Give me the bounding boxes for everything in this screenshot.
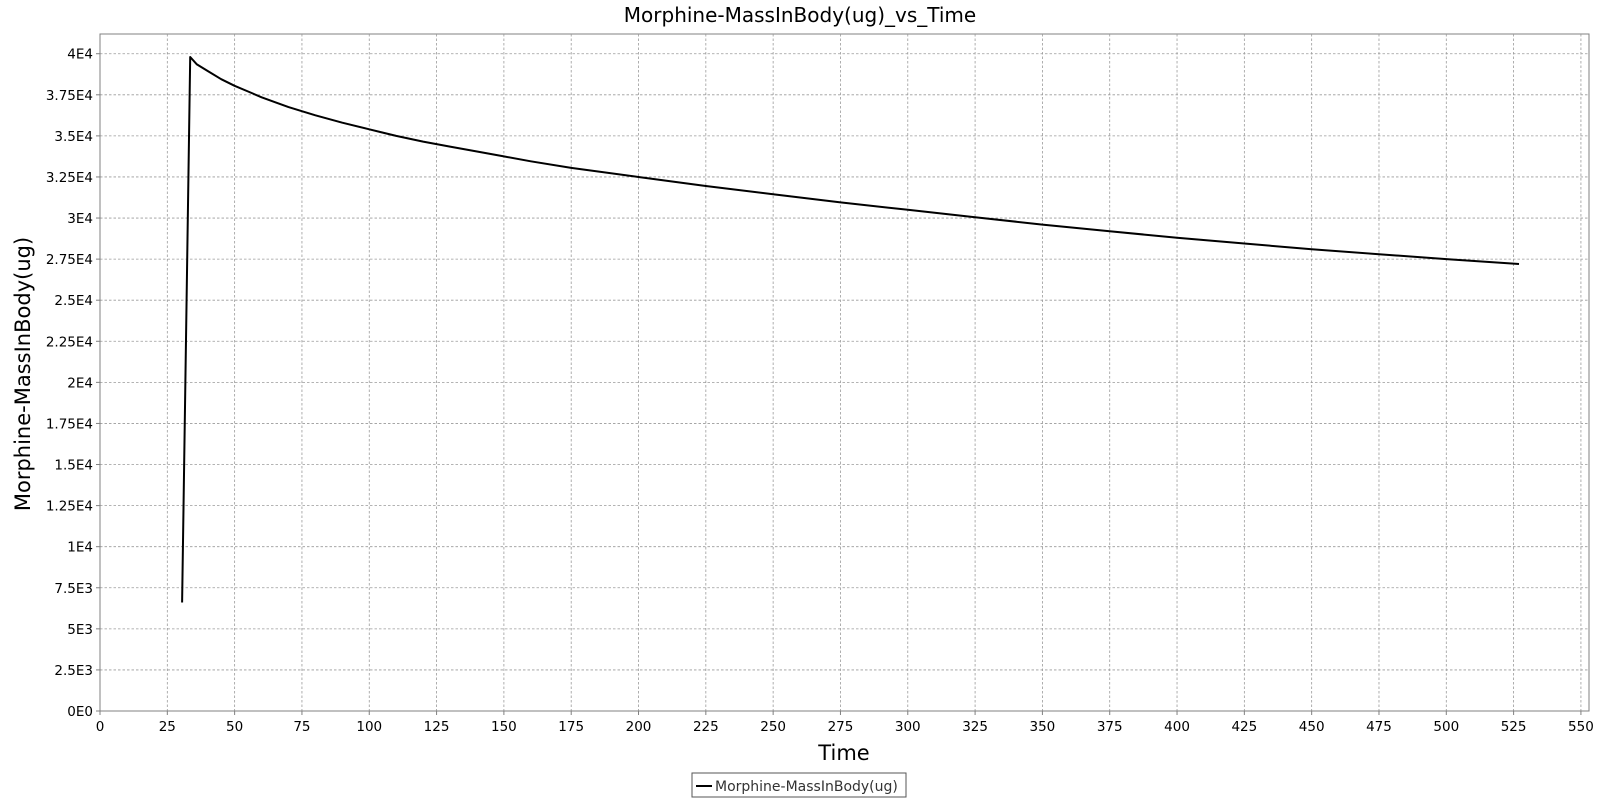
y-tick-label: 4E4 <box>67 47 93 63</box>
y-tick-label: 0E0 <box>67 704 93 720</box>
x-tick-label: 350 <box>1030 719 1056 735</box>
y-tick-label: 3E4 <box>67 211 93 227</box>
plot-area <box>99 33 1590 712</box>
y-tick-label: 1.75E4 <box>46 416 93 432</box>
y-tick-label: 2E4 <box>67 375 93 391</box>
x-tick-label: 400 <box>1164 719 1190 735</box>
x-tick-label: 250 <box>760 719 786 735</box>
y-tick-label: 7.5E3 <box>54 581 93 597</box>
x-axis-label: Time <box>817 741 869 765</box>
y-axis-ticks: 0E0 2.5E3 5E3 7.5E3 1E4 1.25E4 1.5E4 1.75E4 2E4 2… <box>46 47 100 720</box>
legend-item-label: Morphine-MassInBody(ug) <box>715 779 898 795</box>
x-tick-label: 525 <box>1501 719 1527 735</box>
x-tick-label: 500 <box>1433 719 1459 735</box>
x-axis-ticks: 0 25 50 75 100 125 150 175 200 225 250 275 300 325 350… <box>96 711 1594 735</box>
x-tick-label: 325 <box>962 719 988 735</box>
x-tick-label: 125 <box>424 719 450 735</box>
x-tick-label: 275 <box>828 719 854 735</box>
x-tick-label: 25 <box>159 719 176 735</box>
x-tick-label: 175 <box>558 719 584 735</box>
chart-title: Morphine-MassInBody(ug)_vs_Time <box>624 3 976 27</box>
x-tick-label: 50 <box>226 719 243 735</box>
x-tick-label: 150 <box>491 719 517 735</box>
series-line <box>181 56 1520 603</box>
y-tick-label: 2.25E4 <box>46 334 93 350</box>
axes <box>99 34 1589 712</box>
y-tick-label: 2.5E3 <box>54 663 93 679</box>
x-tick-label: 550 <box>1568 719 1594 735</box>
y-tick-label: 5E3 <box>67 622 93 638</box>
x-tick-label: 75 <box>293 719 310 735</box>
y-tick-label: 3.75E4 <box>46 88 93 104</box>
legend: Morphine-MassInBody(ug) <box>691 772 907 798</box>
y-axis-label: Morphine-MassInBody(ug) <box>11 237 35 511</box>
x-tick-label: 0 <box>96 719 105 735</box>
legend-box <box>691 772 907 798</box>
y-tick-label: 3.5E4 <box>54 129 93 145</box>
y-tick-label: 1E4 <box>67 540 93 556</box>
y-tick-label: 1.5E4 <box>54 458 93 474</box>
y-tick-label: 2.75E4 <box>46 252 93 268</box>
x-tick-label: 300 <box>895 719 921 735</box>
y-tick-label: 2.5E4 <box>54 293 93 309</box>
x-tick-label: 475 <box>1366 719 1392 735</box>
x-tick-label: 225 <box>693 719 719 735</box>
x-tick-label: 375 <box>1097 719 1123 735</box>
x-tick-label: 200 <box>626 719 652 735</box>
x-tick-label: 425 <box>1231 719 1257 735</box>
x-tick-label: 450 <box>1299 719 1325 735</box>
x-tick-label: 100 <box>356 719 382 735</box>
series-layer <box>181 56 1520 603</box>
y-tick-label: 3.25E4 <box>46 170 93 186</box>
y-tick-label: 1.25E4 <box>46 499 93 515</box>
